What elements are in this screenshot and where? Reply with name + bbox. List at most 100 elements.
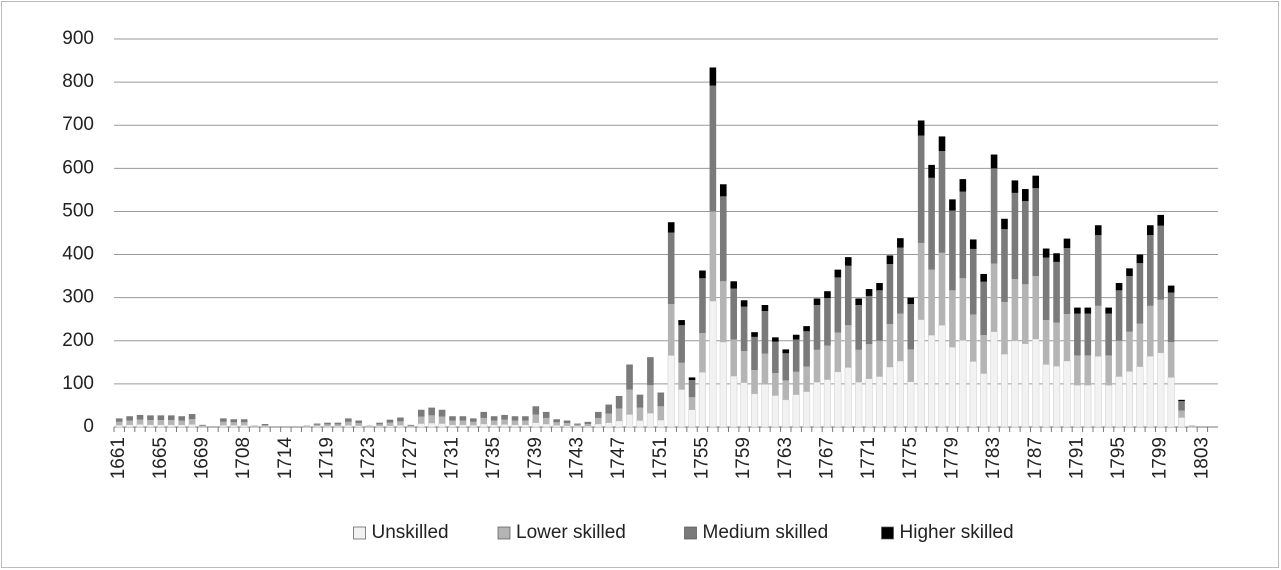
bar-segment (761, 353, 769, 385)
bar-segment (220, 418, 227, 422)
bar-segment (595, 411, 602, 418)
bar-segment (678, 320, 685, 326)
bar-segment (1011, 279, 1019, 341)
bar-segment (1157, 225, 1165, 300)
bar-segment (917, 242, 925, 320)
bar-segment (459, 416, 467, 421)
bar-segment (813, 298, 821, 305)
legend-swatch (684, 526, 697, 540)
bar-segment (636, 420, 644, 428)
bar-segment (834, 371, 842, 428)
bar-segment (980, 373, 988, 428)
bar-segment (355, 425, 363, 428)
bar-segment (1053, 322, 1060, 367)
bar-segment (240, 419, 248, 423)
bar-segment (220, 421, 227, 426)
bar-segment (730, 281, 737, 289)
bar-segment (542, 411, 550, 418)
bar-segment (501, 424, 509, 428)
bar-segment (1063, 314, 1071, 362)
bar-segment (740, 382, 748, 428)
bar-segment (1147, 305, 1154, 357)
bar-segment (1042, 248, 1050, 258)
bar-segment (928, 177, 935, 270)
x-tick-label: 1791 (1066, 437, 1087, 479)
bar-segment (1136, 254, 1144, 264)
bar-segment (1011, 192, 1019, 280)
bar-segment (772, 373, 779, 396)
bar-segment (1042, 320, 1050, 365)
x-tick-label: 1779 (941, 437, 962, 479)
bar-segment (803, 326, 810, 332)
bar-segment (647, 357, 654, 386)
bar-segment (1115, 283, 1123, 291)
bar-segment (407, 424, 415, 426)
bar-segment (1167, 342, 1175, 378)
bar-segment (428, 415, 435, 424)
bar-segment (1063, 360, 1071, 428)
bar-segment (574, 423, 581, 425)
bar-segment (178, 420, 185, 425)
bar-segment (959, 179, 967, 192)
bar-segment (511, 416, 519, 421)
bar-segment (1157, 352, 1165, 428)
x-tick-label: 1665 (150, 437, 171, 479)
x-tick-label: 1751 (650, 437, 671, 479)
bar-segment (1022, 284, 1029, 344)
bar-segment (532, 414, 540, 423)
bar-segment (417, 409, 425, 417)
bar-segment (1084, 384, 1092, 428)
x-tick-label: 1787 (1025, 437, 1046, 479)
bar-segment (938, 136, 946, 152)
bar-segment (782, 353, 790, 381)
bar-segment (907, 304, 915, 350)
bar-segment (1094, 305, 1102, 357)
bar-segment (824, 291, 831, 299)
bar-segment (469, 425, 477, 428)
bar-segment (438, 416, 446, 424)
bar-segment (615, 408, 623, 421)
legend-label: Lower skilled (516, 522, 626, 543)
bar-segment (115, 421, 123, 426)
x-tick-label: 1775 (900, 437, 921, 479)
bar-segment (417, 416, 425, 424)
bar-segment (449, 420, 456, 425)
bar-segment (459, 420, 467, 425)
bar-segment (511, 424, 519, 428)
x-tick-label: 1723 (358, 437, 379, 479)
bar-segment (688, 377, 696, 381)
bar-segment (782, 349, 790, 354)
bar-segment (730, 339, 737, 377)
bar-segment (740, 306, 748, 352)
bar-segment (792, 394, 800, 428)
bar-segment (980, 273, 987, 282)
bar-segment (855, 304, 862, 350)
bar-segment (1074, 307, 1081, 314)
bar-segment (792, 339, 800, 372)
x-tick-label: 1783 (983, 437, 1004, 479)
bar-segment (417, 423, 425, 428)
bar-segment (897, 313, 904, 362)
bar-segment (334, 425, 342, 428)
x-tick-label: 1735 (483, 437, 504, 479)
bar-segment (709, 211, 717, 302)
bar-segment (396, 425, 404, 428)
bar-segment (313, 424, 321, 427)
bar-segment (1178, 401, 1185, 411)
bar-segment (615, 395, 623, 409)
bar-segment (386, 425, 394, 428)
bar-segment (1022, 189, 1029, 202)
x-tick-label: 1739 (525, 437, 546, 479)
bar-segment (147, 415, 154, 421)
bar-segment (1001, 301, 1008, 355)
bar-segment (1105, 355, 1112, 386)
bar-segment (719, 281, 727, 343)
bar-segment (855, 349, 862, 383)
bar-segment (1105, 384, 1113, 428)
bar-segment (865, 289, 873, 296)
bar-segment (553, 422, 560, 426)
x-tick-label: 1714 (275, 437, 296, 480)
bar-segment (1136, 263, 1144, 324)
bar-segment (990, 331, 998, 428)
bar-segment (188, 424, 196, 428)
